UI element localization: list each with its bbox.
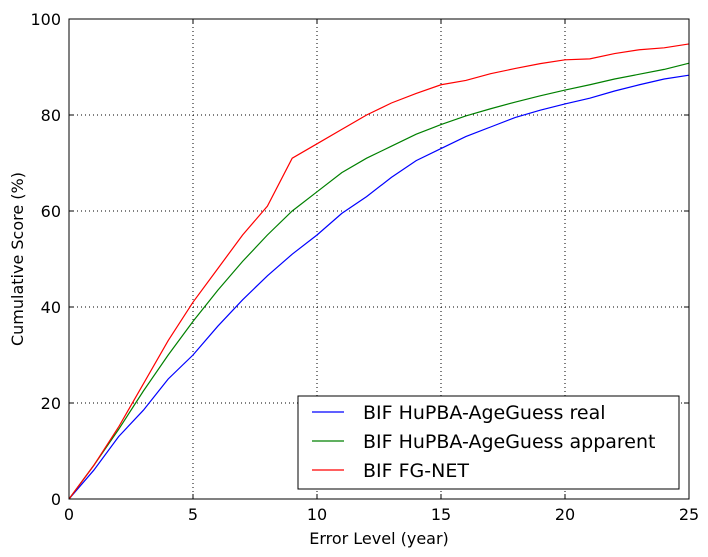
x-tick-label: 10: [307, 505, 327, 524]
y-tick-label: 40: [41, 298, 61, 317]
legend-box: [297, 395, 680, 490]
y-tick-label: 100: [30, 10, 61, 29]
x-tick-label: 20: [555, 505, 575, 524]
legend-label: BIF HuPBA-AgeGuess real: [363, 402, 606, 424]
legend: BIF HuPBA-AgeGuess real BIF HuPBA-AgeGues…: [297, 395, 680, 490]
y-tick-label: 80: [41, 106, 61, 125]
series-lines: [68, 43, 690, 500]
series-line-1: [68, 74, 690, 500]
y-tick-label: 60: [41, 202, 61, 221]
x-axis-label: Error Level (year): [309, 529, 449, 548]
series-line-3: [68, 43, 690, 500]
x-tick-label: 15: [431, 505, 451, 524]
legend-label: BIF HuPBA-AgeGuess apparent: [363, 431, 655, 453]
y-tick-label: 20: [41, 394, 61, 413]
y-axis-label: Cumulative Score (%): [8, 172, 27, 346]
x-tick-label: 25: [679, 505, 699, 524]
x-tick-label: 5: [188, 505, 198, 524]
y-tick-label: 0: [51, 490, 61, 509]
series-line-2: [68, 62, 690, 500]
axis-ticks: 0 5 10 15 20 25 0 20 40 60 80 100: [30, 10, 699, 524]
legend-label: BIF FG-NET: [363, 460, 469, 482]
plot-frame: [68, 18, 690, 500]
x-tick-label: 0: [64, 505, 74, 524]
